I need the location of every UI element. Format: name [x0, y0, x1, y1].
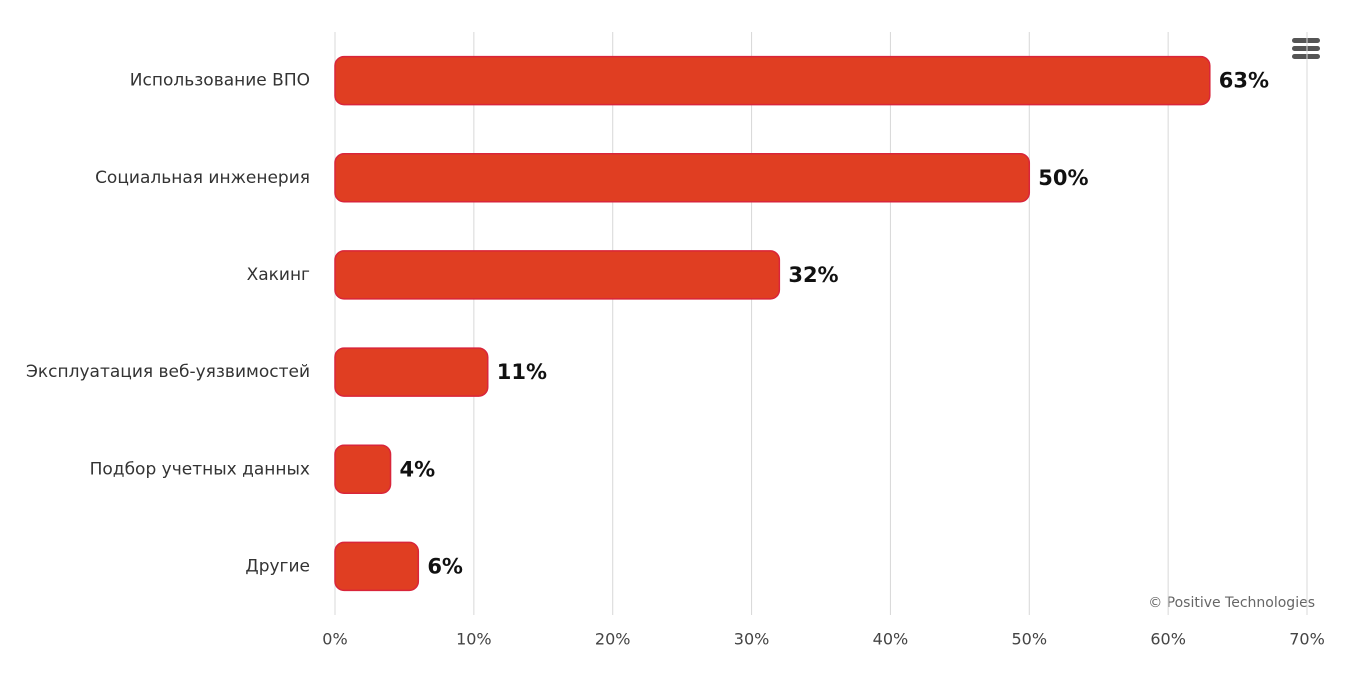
- data-label: 32%: [788, 263, 838, 287]
- category-label: Хакинг: [247, 265, 310, 285]
- x-tick-label: 0%: [322, 630, 347, 649]
- category-label: Подбор учетных данных: [90, 459, 310, 479]
- data-label: 63%: [1219, 69, 1269, 93]
- category-label: Социальная инженерия: [95, 168, 310, 188]
- category-label: Использование ВПО: [130, 71, 310, 91]
- bar: [334, 444, 392, 494]
- menu-bar: [1292, 46, 1320, 51]
- menu-bar: [1292, 54, 1320, 59]
- category-label: Другие: [245, 556, 310, 576]
- x-tick-label: 70%: [1289, 630, 1325, 649]
- bar: [334, 347, 489, 397]
- data-label: 50%: [1038, 166, 1088, 190]
- x-tick-label: 40%: [873, 630, 909, 649]
- x-tick-label: 60%: [1150, 630, 1186, 649]
- x-tick-label: 50%: [1012, 630, 1048, 649]
- data-label: 6%: [427, 554, 463, 578]
- x-tick-label: 20%: [595, 630, 631, 649]
- menu-bar: [1292, 38, 1320, 43]
- bar: [334, 55, 1211, 106]
- category-label: Эксплуатация веб-уязвимостей: [26, 362, 310, 382]
- menu-button[interactable]: [1292, 38, 1320, 59]
- x-tick-label: 30%: [734, 630, 770, 649]
- x-tick-label: 10%: [456, 630, 492, 649]
- data-label: 4%: [400, 457, 436, 481]
- credits: © Positive Technologies: [1148, 595, 1315, 611]
- bar: [334, 250, 781, 300]
- bar: [334, 153, 1031, 203]
- data-label: 11%: [497, 360, 547, 384]
- bar: [334, 541, 420, 592]
